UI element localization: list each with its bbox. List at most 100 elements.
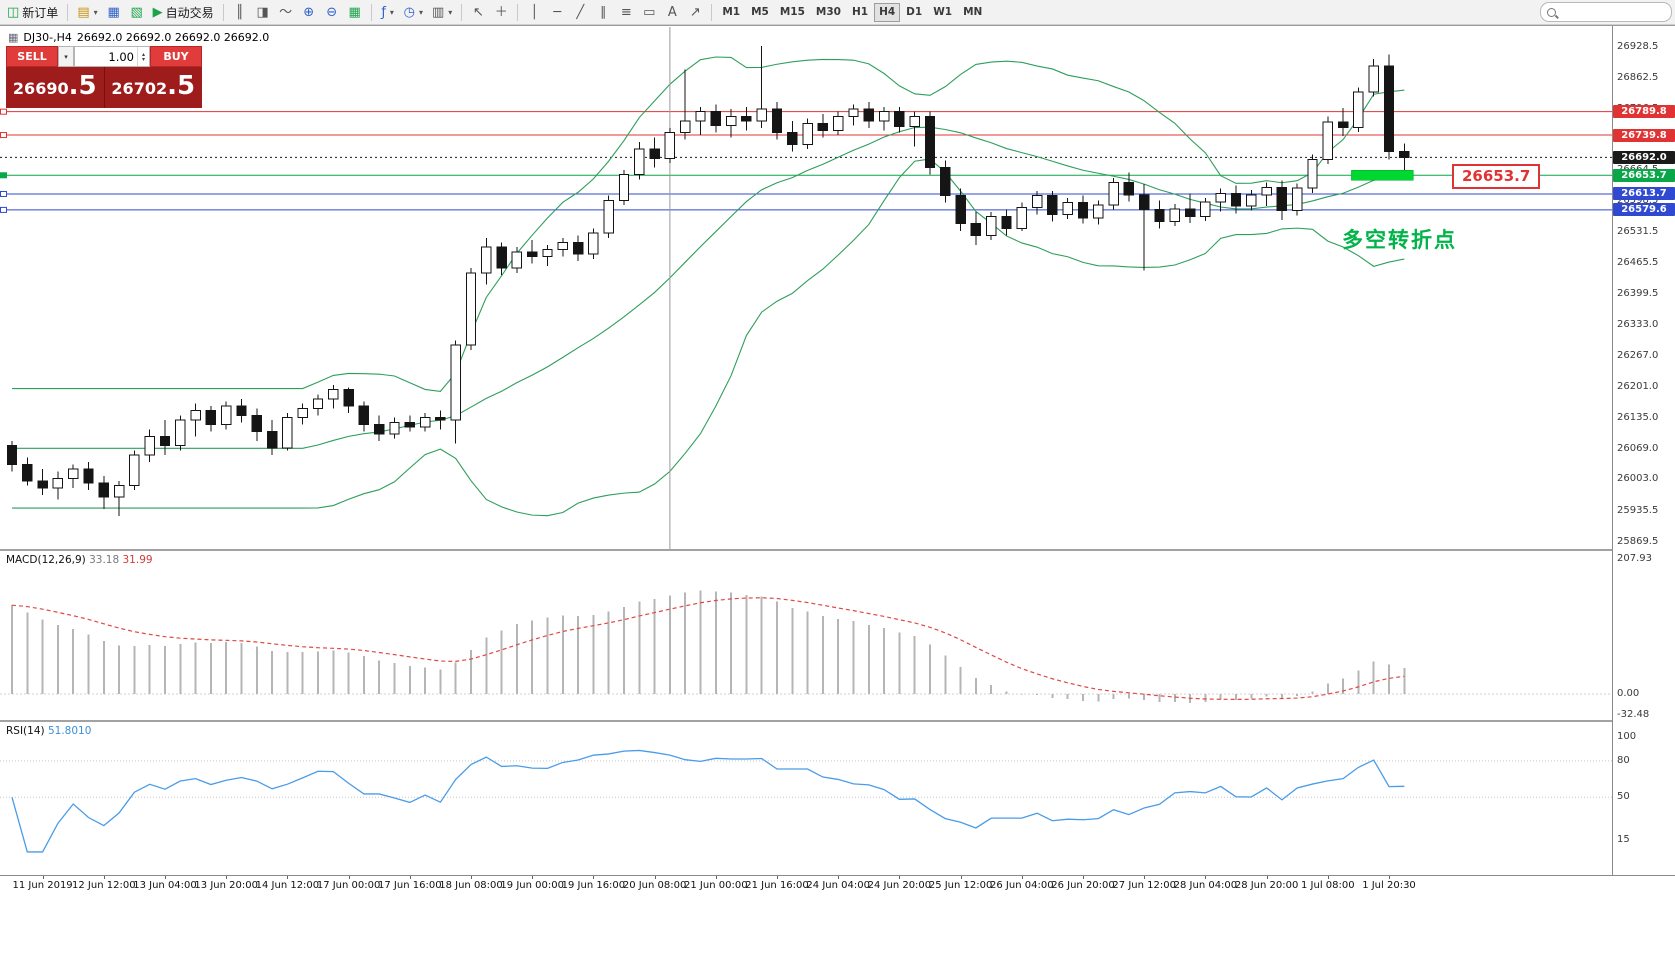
timeframe-button-w1[interactable]: W1 xyxy=(928,3,957,22)
time-tick xyxy=(1266,876,1268,879)
time-tick xyxy=(838,876,840,879)
time-axis[interactable]: 11 Jun 2019 12 Jun 12:00 13 Jun 04:00 13 Ju… xyxy=(0,875,1675,895)
sell-price-button[interactable]: 26690 .5 xyxy=(6,67,105,108)
zoom-in-icon: ⊕ xyxy=(303,4,315,20)
indicators-icon: ƒ xyxy=(381,4,386,20)
toolbar: ◫ 新订单 ▤ ▾ ▦ ▧ ▶ 自动交易 ║ ◨ ～ ⊕ xyxy=(0,0,1675,25)
line-chart-button[interactable]: ～ xyxy=(275,2,297,23)
timeframes-dropdown-button[interactable]: ◷ ▾ xyxy=(400,2,427,23)
candlestick-chart-button[interactable]: ◨ xyxy=(252,2,274,23)
rsi-value: 51.8010 xyxy=(47,725,92,737)
hline-icon: ─ xyxy=(553,4,562,20)
macd-panel[interactable] xyxy=(0,551,1612,720)
bollinger-lower xyxy=(12,158,1405,517)
timeframe-button-m5[interactable]: M5 xyxy=(746,3,774,22)
timeframe-button-m15[interactable]: M15 xyxy=(775,3,810,22)
bar-chart-button[interactable]: ║ xyxy=(229,2,251,23)
cursor-tool-button[interactable]: ↖ xyxy=(467,2,489,23)
horizontal-line-tool-button[interactable]: ─ xyxy=(546,2,568,23)
price-axis[interactable]: 26928.526862.526796.526730.526664.526598… xyxy=(1612,26,1675,875)
time-tick xyxy=(1205,876,1207,879)
toolbar-separator xyxy=(370,3,372,21)
toolbar-separator xyxy=(711,3,713,21)
volume-dropdown-button[interactable]: ▾ xyxy=(58,46,74,67)
time-axis-label: 28 Jun 20:00 xyxy=(1234,880,1299,891)
text-tool-button[interactable]: A xyxy=(661,2,683,23)
arrows-icon: ↗ xyxy=(689,4,701,20)
bollinger-middle xyxy=(12,126,1405,449)
rsi-name: RSI(14) xyxy=(6,725,45,737)
price-axis-label: 26333.0 xyxy=(1617,319,1659,331)
time-axis-label: 24 Jun 20:00 xyxy=(867,880,932,891)
buy-button[interactable]: BUY xyxy=(150,46,202,67)
price-axis-label: 26399.5 xyxy=(1617,288,1659,300)
shapes-tool-button[interactable]: ▭ xyxy=(638,2,660,23)
time-tick xyxy=(409,876,411,879)
time-axis-label: 24 Jun 04:00 xyxy=(806,880,870,891)
zoom-in-button[interactable]: ⊕ xyxy=(298,2,320,23)
search-input[interactable] xyxy=(1561,5,1665,19)
macd-signal-value: 31.99 xyxy=(122,554,153,566)
panel-splitter[interactable] xyxy=(0,720,1675,722)
volume-input[interactable]: 1.00 ▴ ▾ xyxy=(74,46,150,67)
new-chart-icon: ▤ xyxy=(77,4,90,20)
indicators-button[interactable]: ƒ ▾ xyxy=(377,2,399,23)
timeframe-button-h1[interactable]: H1 xyxy=(847,3,873,22)
macd-axis-label: 0.00 xyxy=(1617,688,1640,699)
templates-button[interactable]: ▥ ▾ xyxy=(428,2,456,23)
timeframe-button-d1[interactable]: D1 xyxy=(901,3,927,22)
time-tick xyxy=(1144,876,1146,879)
channel-tool-button[interactable]: ∥ xyxy=(592,2,614,23)
rsi-line xyxy=(11,749,1405,853)
fibonacci-icon: ≡ xyxy=(620,4,632,20)
sell-button[interactable]: SELL xyxy=(6,46,58,67)
algo-play-icon: ▶ xyxy=(152,4,163,20)
level-anchor-marker[interactable] xyxy=(0,108,7,115)
price-chart-panel[interactable] xyxy=(0,27,1612,549)
time-axis-label: 14 Jun 12:00 xyxy=(255,880,320,891)
trendline-icon: ╱ xyxy=(576,4,585,20)
trendline-tool-button[interactable]: ╱ xyxy=(569,2,591,23)
rsi-panel[interactable] xyxy=(0,722,1612,875)
timeframe-button-m1[interactable]: M1 xyxy=(717,3,745,22)
time-tick xyxy=(348,876,350,879)
time-axis-label: 18 Jun 08:00 xyxy=(439,880,503,891)
price-axis-label: 26531.5 xyxy=(1617,226,1659,238)
fibonacci-tool-button[interactable]: ≡ xyxy=(615,2,637,23)
zoom-out-button[interactable]: ⊖ xyxy=(321,2,343,23)
time-axis-label: 19 Jun 16:00 xyxy=(561,880,626,891)
volume-stepper[interactable]: ▴ ▾ xyxy=(137,47,149,66)
price-callout-label[interactable]: 26653.7 xyxy=(1452,164,1541,190)
timeframe-button-m30[interactable]: M30 xyxy=(811,3,846,22)
vertical-line-tool-button[interactable]: │ xyxy=(523,2,545,23)
spin-down-icon[interactable]: ▾ xyxy=(141,55,145,63)
algo-trading-button[interactable]: ▶ 自动交易 xyxy=(149,2,218,23)
crosshair-tool-button[interactable]: ＋ xyxy=(490,2,512,23)
chart-mini-icon: ▦ xyxy=(8,31,19,44)
data-window-button[interactable]: ▧ xyxy=(126,2,148,23)
panel-splitter[interactable] xyxy=(0,549,1675,551)
price-axis-label: 26598.5 xyxy=(1617,195,1659,207)
timeframe-button-mn[interactable]: MN xyxy=(958,3,987,22)
price-axis-label: 26201.0 xyxy=(1617,380,1659,392)
spin-up-icon[interactable]: ▴ xyxy=(141,50,145,58)
search-box[interactable] xyxy=(1540,2,1672,22)
timeframe-button-h4[interactable]: H4 xyxy=(874,2,901,22)
time-axis-label: 13 Jun 20:00 xyxy=(194,880,258,891)
time-tick xyxy=(42,876,44,879)
arrows-tool-button[interactable]: ↗ xyxy=(684,2,706,23)
new-chart-button[interactable]: ▤ ▾ xyxy=(73,2,101,23)
profiles-button[interactable]: ▦ xyxy=(103,2,125,23)
level-anchor-marker[interactable] xyxy=(0,132,7,139)
cursor-icon: ↖ xyxy=(472,4,484,20)
highlight-level-bar[interactable] xyxy=(1351,170,1414,181)
tile-windows-button[interactable]: ▦ xyxy=(344,2,366,23)
new-order-button[interactable]: ◫ 新订单 xyxy=(3,2,62,23)
level-anchor-marker[interactable] xyxy=(0,172,7,179)
buy-price-button[interactable]: 26702 .5 xyxy=(104,67,202,108)
search-icon xyxy=(1547,7,1556,17)
level-anchor-marker[interactable] xyxy=(0,190,7,197)
level-anchor-marker[interactable] xyxy=(0,206,7,213)
time-axis-label: 12 Jun 12:00 xyxy=(72,880,136,891)
new-order-label: 新订单 xyxy=(22,5,59,20)
